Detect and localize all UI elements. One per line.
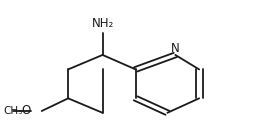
Text: NH₂: NH₂ [92,17,114,30]
Text: CH₃: CH₃ [4,106,23,116]
Text: N: N [171,42,180,55]
Text: O: O [22,105,31,118]
